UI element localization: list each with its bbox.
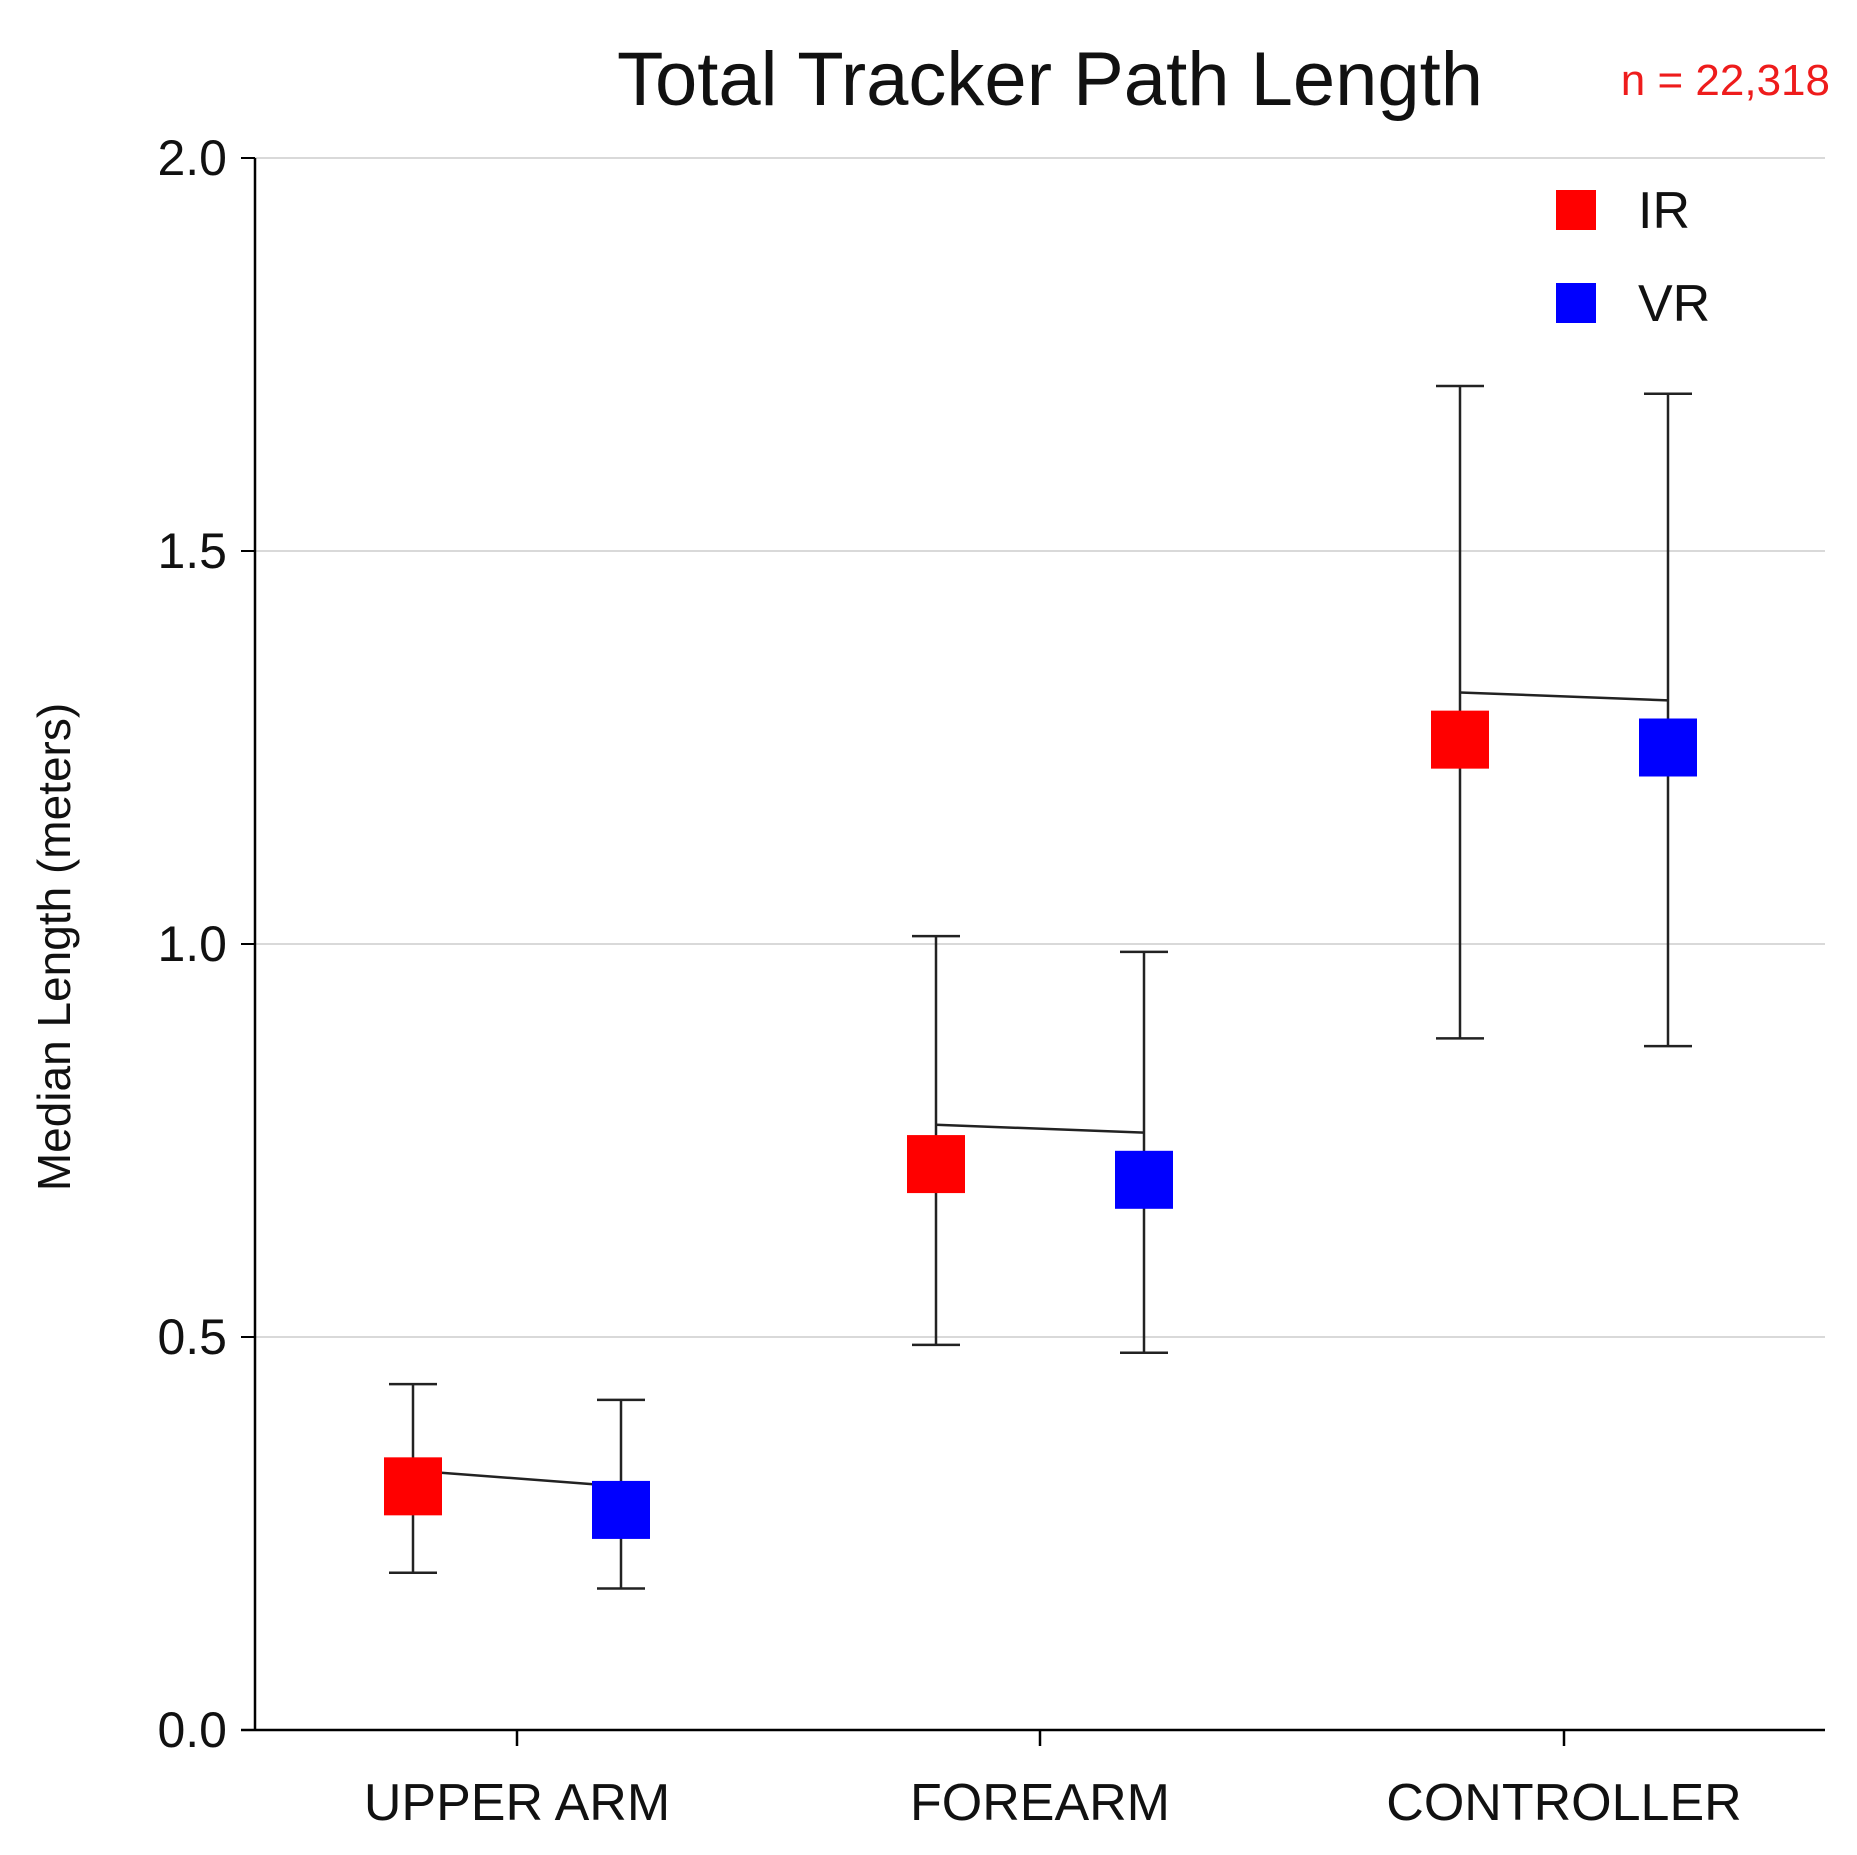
connector-line bbox=[1459, 691, 1669, 702]
data-point-ir bbox=[907, 1135, 965, 1194]
y-tick-label: 0.0 bbox=[157, 1702, 227, 1758]
y-tick-label: 1.5 bbox=[157, 523, 227, 579]
x-tick-label: CONTROLLER bbox=[1386, 1774, 1741, 1832]
data-point-vr bbox=[1639, 718, 1697, 777]
data-point-ir bbox=[1431, 710, 1489, 769]
x-tick-label: UPPER ARM bbox=[364, 1774, 670, 1832]
sample-size-label: n = 22,318 bbox=[1621, 56, 1830, 105]
data-point-vr bbox=[592, 1480, 650, 1539]
connector-line bbox=[412, 1469, 622, 1488]
connector-line bbox=[935, 1123, 1145, 1134]
legend: IR VR bbox=[1556, 182, 1710, 333]
y-tick-label: 2.0 bbox=[157, 130, 227, 186]
y-tick-label: 0.5 bbox=[157, 1309, 227, 1365]
legend-swatch-ir bbox=[1556, 190, 1596, 230]
data-point-vr bbox=[1115, 1150, 1173, 1209]
y-tick-label: 1.0 bbox=[157, 916, 227, 972]
legend-swatch-vr bbox=[1556, 283, 1596, 323]
legend-label-ir: IR bbox=[1638, 182, 1690, 240]
y-axis-label: Median Length (meters) bbox=[28, 703, 80, 1191]
marks-layer bbox=[384, 384, 1697, 1590]
legend-label-vr: VR bbox=[1638, 275, 1710, 333]
chart-title: Total Tracker Path Length bbox=[617, 37, 1483, 122]
x-tick-label: FOREARM bbox=[910, 1774, 1170, 1832]
data-point-ir bbox=[384, 1457, 442, 1516]
axis-layer: 0.0 0.5 1.0 1.5 2.0 UPPER ARM FOREARM CONTROLLE… bbox=[157, 130, 1825, 1832]
grid-layer bbox=[255, 157, 1825, 1338]
